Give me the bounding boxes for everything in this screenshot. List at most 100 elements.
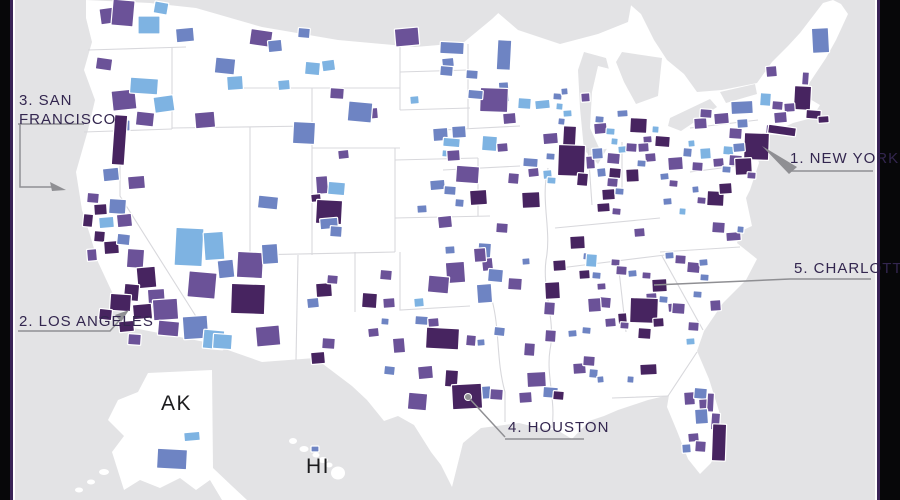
metro-county-region <box>479 86 509 114</box>
metro-county-region <box>588 368 599 379</box>
lake-huron <box>616 52 662 104</box>
metro-county-region <box>303 60 322 77</box>
metro-county-region <box>115 212 134 229</box>
metro-county-region <box>517 97 532 110</box>
aleutian-island <box>75 487 83 493</box>
callout-los-angeles: 2. LOS ANGELES <box>19 313 154 330</box>
metro-county-region <box>767 123 797 138</box>
metro-county-region <box>465 69 479 80</box>
metro-county-region <box>728 127 743 140</box>
metro-county-region <box>181 314 210 341</box>
metro-county-region <box>156 319 181 338</box>
metro-county-region <box>391 336 407 355</box>
metro-county-region <box>746 171 757 180</box>
metro-county-region <box>135 265 158 290</box>
metro-county-region <box>101 166 121 183</box>
metro-county-region <box>581 326 592 335</box>
metro-county-region <box>674 254 687 265</box>
metro-county-region <box>682 147 693 158</box>
metro-county-region <box>556 143 587 178</box>
metro-county-region <box>85 248 99 262</box>
metro-county-region <box>636 159 647 168</box>
metro-county-region <box>662 197 673 206</box>
metro-county-region <box>103 239 120 256</box>
metro-county-region <box>671 302 686 315</box>
metro-county-region <box>610 137 619 146</box>
metro-county-region <box>651 125 660 134</box>
metro-county-region <box>486 267 505 284</box>
metro-county-region <box>534 98 551 111</box>
metro-county-region <box>260 242 280 266</box>
metro-county-region <box>155 447 189 471</box>
metro-county-region <box>606 177 619 188</box>
lake-superior <box>490 0 632 44</box>
lake-ontario <box>720 84 757 103</box>
metro-county-region <box>639 363 658 376</box>
metro-county-region <box>687 139 696 148</box>
metro-county-region <box>696 196 707 205</box>
metro-county-region <box>555 102 564 111</box>
metro-county-region <box>521 190 541 210</box>
metro-county-region <box>174 26 196 44</box>
metro-county-region <box>627 269 638 278</box>
metro-county-region <box>614 187 625 196</box>
callout-new-york: 1. NEW YORK <box>790 150 900 167</box>
metro-county-region <box>552 92 563 101</box>
metro-county-region <box>567 329 578 338</box>
metro-county-region <box>626 375 635 384</box>
metro-county-region <box>382 297 396 309</box>
leader-san-francisco <box>18 123 84 191</box>
metro-county-region <box>773 110 788 125</box>
metro-county-region <box>625 142 638 153</box>
metro-county-region <box>110 88 138 112</box>
metro-county-region <box>521 257 531 266</box>
metro-county-region <box>742 132 771 161</box>
metro-county-region <box>765 65 778 78</box>
metro-county-region <box>439 64 454 78</box>
leader-new-york <box>762 146 873 174</box>
metro-county-region <box>691 185 700 194</box>
metro-county-region <box>792 85 813 111</box>
metro-county-region <box>256 194 280 211</box>
metro-county-region <box>229 282 267 316</box>
metro-county-region <box>698 258 709 267</box>
metro-county-region <box>489 388 504 401</box>
metro-county-region <box>502 111 517 126</box>
metro-county-region <box>596 167 607 178</box>
metro-county-region <box>693 117 708 130</box>
metro-county-region <box>730 99 754 116</box>
state-label-hawaii: HI <box>306 455 330 478</box>
metro-county-region <box>424 326 461 351</box>
alaska-landmass <box>108 370 247 500</box>
metro-county-region <box>202 230 226 262</box>
metro-county-region <box>605 127 616 136</box>
callout-san-francisco: 3. SAN FRANCISCO <box>19 92 117 128</box>
metro-county-region <box>608 166 622 180</box>
metro-county-region <box>443 185 457 196</box>
metro-county-region <box>710 423 728 462</box>
metro-county-region <box>693 408 710 425</box>
metro-county-region <box>429 178 446 192</box>
metro-county-region <box>817 115 830 124</box>
aleutian-island <box>87 479 95 485</box>
metro-county-region <box>659 172 670 181</box>
metro-county-region <box>416 204 428 214</box>
metro-county-region <box>216 258 236 280</box>
metro-county-region <box>552 259 567 272</box>
metro-county-region <box>127 333 142 346</box>
metro-county-region <box>544 281 561 300</box>
metro-county-region <box>248 28 274 48</box>
metro-county-region <box>451 124 467 140</box>
leader-los-angeles <box>18 310 129 332</box>
metro-county-region <box>705 392 716 413</box>
metro-county-region <box>426 274 451 295</box>
metro-county-region <box>606 151 621 166</box>
metro-county-region <box>117 319 136 334</box>
metro-county-region <box>625 168 640 183</box>
metro-county-region <box>641 271 652 280</box>
metro-county-region <box>582 355 596 367</box>
metro-county-region <box>668 179 679 188</box>
metro-county-region <box>413 297 425 308</box>
